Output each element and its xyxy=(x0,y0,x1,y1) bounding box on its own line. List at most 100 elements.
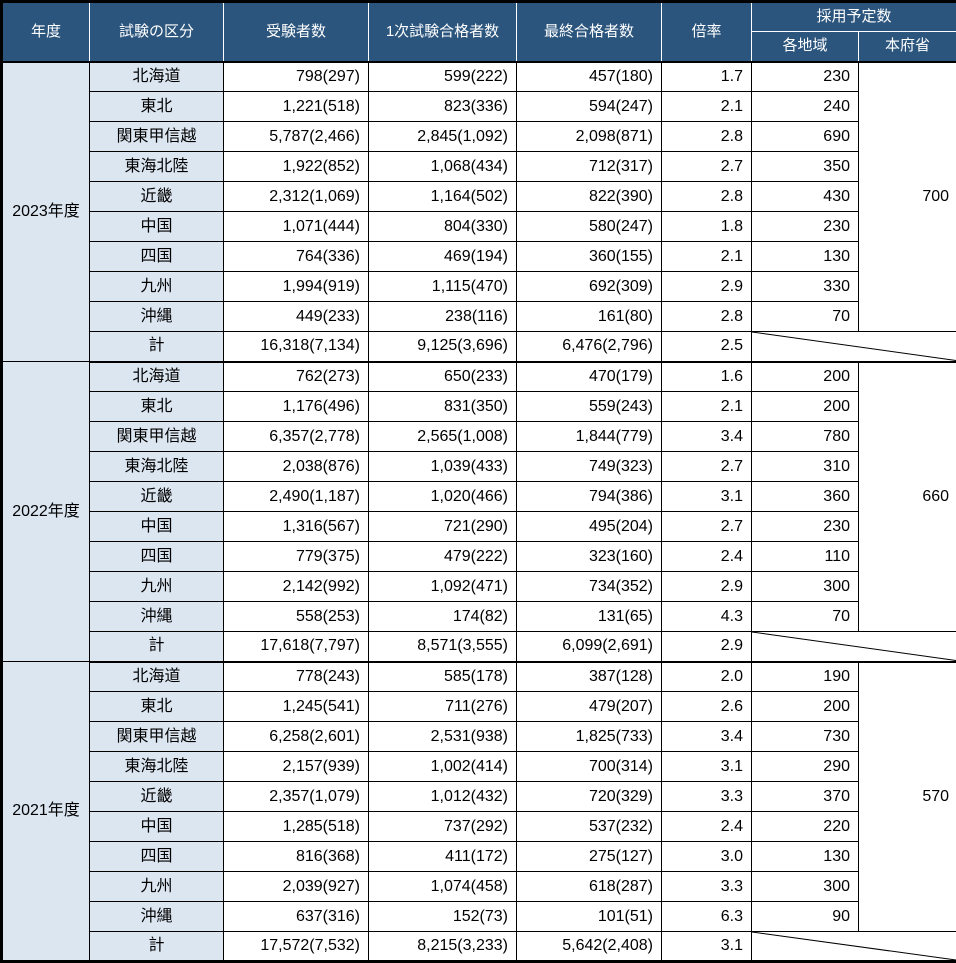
final-pass-cell: 2,098(871) xyxy=(517,122,662,152)
ratio-cell: 2.5 xyxy=(662,332,752,362)
header-planned-hires: 採用予定数 xyxy=(752,2,956,32)
examinees-cell: 1,994(919) xyxy=(224,272,369,302)
first-pass-cell: 8,215(3,233) xyxy=(369,932,517,962)
regional-hires-cell: 130 xyxy=(752,842,859,872)
examinees-cell: 16,318(7,134) xyxy=(224,332,369,362)
examinees-cell: 1,285(518) xyxy=(224,812,369,842)
examinees-cell: 449(233) xyxy=(224,302,369,332)
examinees-cell: 1,922(852) xyxy=(224,152,369,182)
final-pass-cell: 131(65) xyxy=(517,602,662,632)
first-pass-cell: 2,565(1,008) xyxy=(369,422,517,452)
regional-hires-cell: 190 xyxy=(752,662,859,692)
examinees-cell: 1,176(496) xyxy=(224,392,369,422)
region-cell: 北海道 xyxy=(90,662,224,692)
ratio-cell: 2.0 xyxy=(662,662,752,692)
regional-hires-cell: 780 xyxy=(752,422,859,452)
ratio-cell: 2.1 xyxy=(662,242,752,272)
diagonal-struck-cell xyxy=(752,332,956,362)
examinees-cell: 798(297) xyxy=(224,62,369,92)
regional-hires-cell: 690 xyxy=(752,122,859,152)
ratio-cell: 2.7 xyxy=(662,152,752,182)
first-pass-cell: 599(222) xyxy=(369,62,517,92)
examinees-cell: 637(316) xyxy=(224,902,369,932)
examinees-cell: 5,787(2,466) xyxy=(224,122,369,152)
ratio-cell: 2.8 xyxy=(662,182,752,212)
final-pass-cell: 712(317) xyxy=(517,152,662,182)
examinees-cell: 779(375) xyxy=(224,542,369,572)
examinees-cell: 1,221(518) xyxy=(224,92,369,122)
diagonal-struck-cell xyxy=(752,632,956,662)
region-cell: 九州 xyxy=(90,272,224,302)
first-pass-cell: 650(233) xyxy=(369,362,517,392)
ratio-cell: 1.6 xyxy=(662,362,752,392)
regional-hires-cell: 220 xyxy=(752,812,859,842)
region-cell: 中国 xyxy=(90,512,224,542)
first-pass-cell: 238(116) xyxy=(369,302,517,332)
region-cell: 計 xyxy=(90,632,224,662)
table-row: 2023年度 北海道 798(297) 599(222) 457(180) 1.… xyxy=(2,62,956,92)
ratio-cell: 3.1 xyxy=(662,752,752,782)
ratio-cell: 4.3 xyxy=(662,602,752,632)
regional-hires-cell: 350 xyxy=(752,152,859,182)
ratio-cell: 2.7 xyxy=(662,452,752,482)
diagonal-struck-cell xyxy=(752,932,956,962)
header-first-pass: 1次試験合格者数 xyxy=(369,2,517,62)
final-pass-cell: 559(243) xyxy=(517,392,662,422)
region-cell: 関東甲信越 xyxy=(90,722,224,752)
final-pass-cell: 1,844(779) xyxy=(517,422,662,452)
first-pass-cell: 1,164(502) xyxy=(369,182,517,212)
final-pass-cell: 101(51) xyxy=(517,902,662,932)
first-pass-cell: 8,571(3,555) xyxy=(369,632,517,662)
central-hires-cell: 660 xyxy=(859,362,956,632)
region-cell: 四国 xyxy=(90,542,224,572)
first-pass-cell: 823(336) xyxy=(369,92,517,122)
region-cell: 計 xyxy=(90,332,224,362)
region-cell: 沖縄 xyxy=(90,902,224,932)
first-pass-cell: 152(73) xyxy=(369,902,517,932)
examinees-cell: 816(368) xyxy=(224,842,369,872)
region-cell: 近畿 xyxy=(90,482,224,512)
first-pass-cell: 2,845(1,092) xyxy=(369,122,517,152)
first-pass-cell: 1,092(471) xyxy=(369,572,517,602)
regional-hires-cell: 110 xyxy=(752,542,859,572)
final-pass-cell: 794(386) xyxy=(517,482,662,512)
ratio-cell: 2.8 xyxy=(662,122,752,152)
final-pass-cell: 323(160) xyxy=(517,542,662,572)
final-pass-cell: 749(323) xyxy=(517,452,662,482)
examinees-cell: 2,490(1,187) xyxy=(224,482,369,512)
final-pass-cell: 457(180) xyxy=(517,62,662,92)
year-cell: 2022年度 xyxy=(2,362,90,662)
ratio-cell: 3.3 xyxy=(662,782,752,812)
first-pass-cell: 737(292) xyxy=(369,812,517,842)
first-pass-cell: 585(178) xyxy=(369,662,517,692)
ratio-cell: 2.8 xyxy=(662,302,752,332)
first-pass-cell: 9,125(3,696) xyxy=(369,332,517,362)
ratio-cell: 2.1 xyxy=(662,392,752,422)
header-year: 年度 xyxy=(2,2,90,62)
region-cell: 中国 xyxy=(90,212,224,242)
first-pass-cell: 721(290) xyxy=(369,512,517,542)
ratio-cell: 2.1 xyxy=(662,92,752,122)
header-regional-hires: 各地域 xyxy=(752,32,859,62)
regional-hires-cell: 300 xyxy=(752,572,859,602)
first-pass-cell: 1,002(414) xyxy=(369,752,517,782)
regional-hires-cell: 290 xyxy=(752,752,859,782)
ratio-cell: 2.9 xyxy=(662,272,752,302)
final-pass-cell: 594(247) xyxy=(517,92,662,122)
ratio-cell: 2.9 xyxy=(662,632,752,662)
region-cell: 四国 xyxy=(90,842,224,872)
first-pass-cell: 479(222) xyxy=(369,542,517,572)
examinees-cell: 2,357(1,079) xyxy=(224,782,369,812)
examinees-cell: 6,258(2,601) xyxy=(224,722,369,752)
